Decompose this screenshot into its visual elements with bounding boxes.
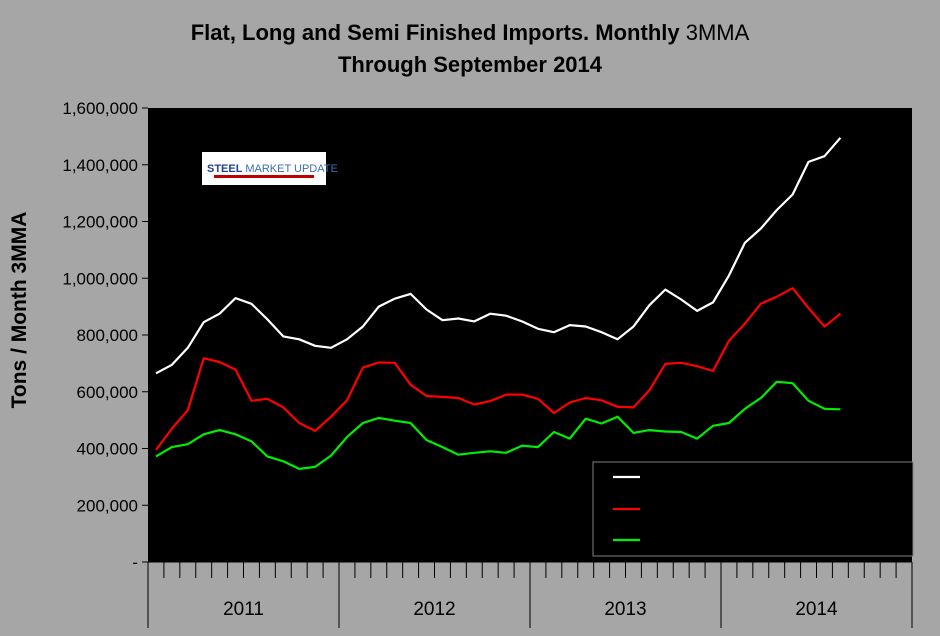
year-label: 2013 bbox=[604, 599, 646, 620]
series-line bbox=[155, 137, 842, 375]
chart-title-bold: Flat, Long and Semi Finished Imports. Mo… bbox=[191, 20, 681, 45]
legend-label: Long 3MMA bbox=[651, 532, 732, 549]
logo-text: STEEL MARKET UPDATE bbox=[207, 163, 338, 175]
y-tick-label: 1,600,000 bbox=[62, 99, 138, 118]
legend-label: Slabs Blooms and Billets 3MMA bbox=[651, 501, 864, 518]
y-tick-label: - bbox=[132, 553, 138, 572]
y-tick-label: 1,200,000 bbox=[62, 213, 138, 232]
y-tick-label: 1,400,000 bbox=[62, 156, 138, 175]
y-tick-label: 400,000 bbox=[77, 440, 138, 459]
chart-title-line1: Flat, Long and Semi Finished Imports. Mo… bbox=[191, 20, 750, 45]
chart-title-light: 3MMA bbox=[686, 20, 750, 45]
legend: Flat 3MMA Slabs Blooms and Billets 3MMA Lo… bbox=[592, 461, 914, 557]
y-axis: - 200,000 400,000 600,000 800,000 1,000,000 1,… bbox=[62, 99, 148, 572]
series-line bbox=[155, 287, 842, 451]
year-label: 2011 bbox=[223, 599, 264, 620]
series-lines bbox=[155, 137, 842, 470]
y-tick-label: 600,000 bbox=[77, 383, 138, 402]
steel-market-update-logo: STEEL MARKET UPDATE bbox=[202, 152, 338, 185]
logo-background bbox=[202, 152, 326, 185]
x-axis: 2011 2012 2013 2014 bbox=[147, 561, 913, 628]
legend-label: Flat 3MMA bbox=[651, 469, 724, 486]
y-tick-label: 800,000 bbox=[77, 326, 138, 345]
logo-brand: STEEL bbox=[207, 163, 243, 175]
chart-title-line2: Through September 2014 bbox=[338, 52, 603, 77]
legend-box bbox=[592, 461, 914, 557]
logo-swoosh bbox=[214, 175, 314, 178]
y-axis-label: Tons / Month 3MMA bbox=[8, 212, 31, 409]
y-tick-label: 200,000 bbox=[77, 496, 138, 515]
logo-rest: MARKET UPDATE bbox=[245, 163, 338, 175]
y-tick-label: 1,000,000 bbox=[62, 269, 138, 288]
series-line bbox=[155, 380, 841, 470]
year-label: 2012 bbox=[413, 599, 455, 620]
year-label: 2014 bbox=[795, 599, 838, 620]
